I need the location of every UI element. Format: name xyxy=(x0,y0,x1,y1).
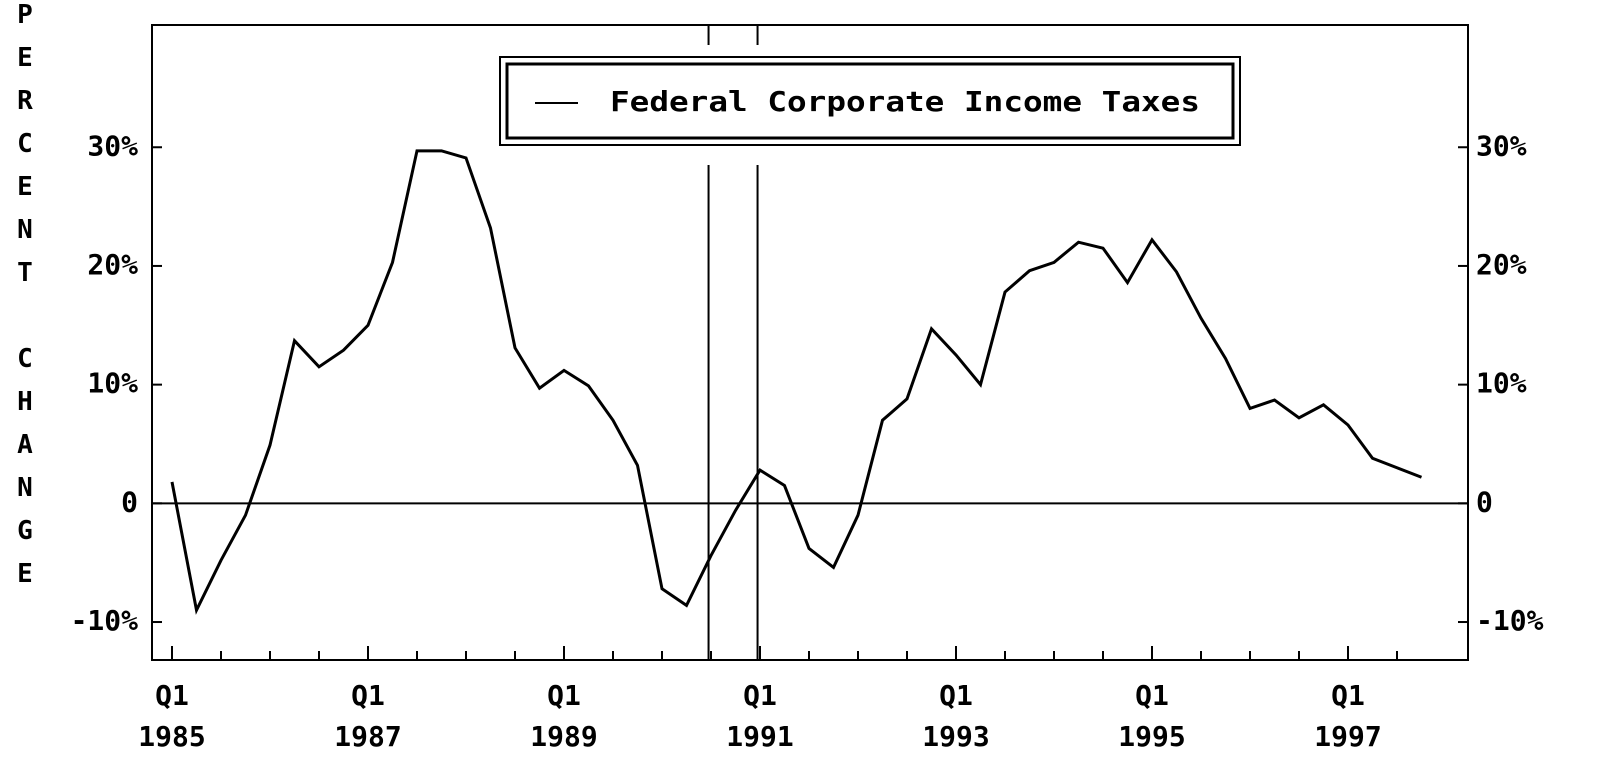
x-tick-label-line: 1985 xyxy=(138,720,205,753)
x-tick-label-line: Q1 xyxy=(743,679,777,712)
y-tick-label: 10% xyxy=(1476,367,1527,400)
y-tick-label: 0 xyxy=(1476,485,1493,518)
y-tick-label: 10% xyxy=(87,367,138,400)
x-tick-label-line: 1993 xyxy=(922,720,989,753)
x-tick-label-line: 1997 xyxy=(1314,720,1381,753)
y-tick-label: 20% xyxy=(87,248,138,281)
y-tick-label: -10% xyxy=(71,604,139,637)
x-tick-label-line: Q1 xyxy=(351,679,385,712)
y-tick-label: 20% xyxy=(1476,248,1527,281)
x-tick-label-line: Q1 xyxy=(939,679,973,712)
legend-box-inner xyxy=(505,62,1235,140)
x-tick-label-line: Q1 xyxy=(547,679,581,712)
legend-label: Federal Corporate Income Taxes xyxy=(610,85,1200,118)
x-tick-label: Q1 1985 xyxy=(138,679,205,753)
y-tick-label: 0 xyxy=(121,485,138,518)
x-tick-label-line: 1991 xyxy=(726,720,793,753)
x-tick-label-line: 1987 xyxy=(334,720,401,753)
x-tick-label-line: Q1 xyxy=(155,679,189,712)
x-tick-label: Q1 1989 xyxy=(530,679,597,753)
x-tick-label: Q1 1997 xyxy=(1314,679,1381,753)
x-tick-label-line: 1995 xyxy=(1118,720,1185,753)
x-tick-label: Q1 1991 xyxy=(726,679,793,753)
y-tick-label: -10% xyxy=(1476,604,1544,637)
x-tick-label-line: 1989 xyxy=(530,720,597,753)
y-axis-label: PERCENT CHANGE xyxy=(10,0,40,602)
x-tick-label: Q1 1987 xyxy=(334,679,401,753)
x-tick-label-line: Q1 xyxy=(1135,679,1169,712)
x-tick-label: Q1 1995 xyxy=(1118,679,1185,753)
y-tick-label: 30% xyxy=(1476,129,1527,162)
x-tick-label: Q1 1993 xyxy=(922,679,989,753)
x-tick-label-line: Q1 xyxy=(1331,679,1365,712)
legend-box xyxy=(499,56,1241,146)
y-tick-label: 30% xyxy=(87,129,138,162)
data-line xyxy=(170,149,1423,615)
